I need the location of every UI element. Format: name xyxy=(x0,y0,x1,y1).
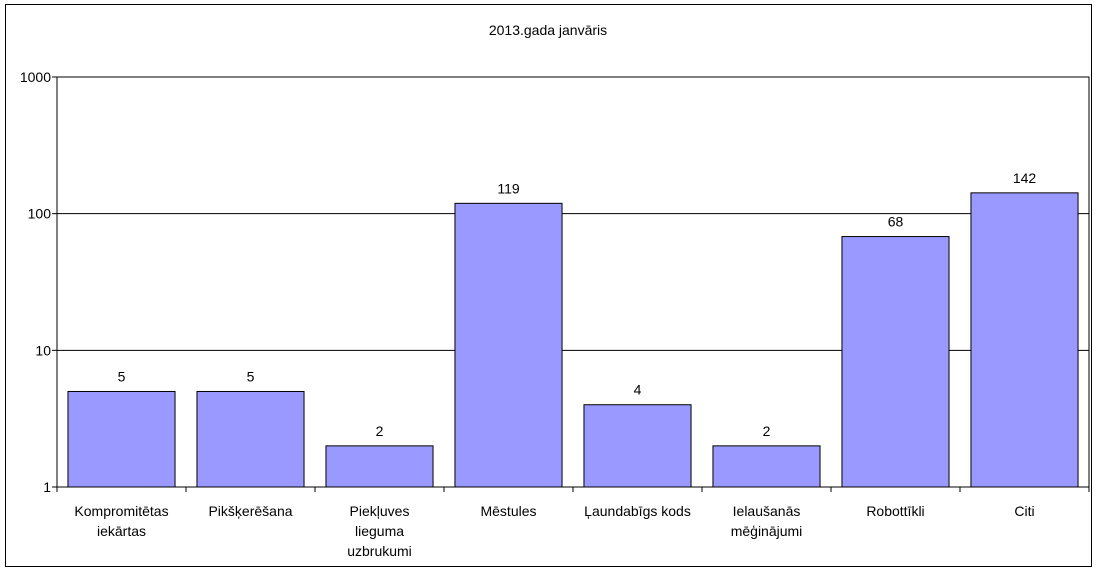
x-tick-label-line: Mēstules xyxy=(480,503,536,519)
data-label: 119 xyxy=(497,180,520,196)
x-tick-label: Mēstules xyxy=(480,503,536,519)
data-label: 142 xyxy=(1013,170,1037,186)
x-tick-label: Ļaundabīgs kods xyxy=(584,503,691,519)
x-tick-label: Citi xyxy=(1014,503,1034,519)
data-label: 2 xyxy=(376,423,384,439)
bar xyxy=(712,445,821,488)
bar xyxy=(67,390,176,488)
bar xyxy=(841,236,950,488)
x-tick-label-line: lieguma xyxy=(355,523,404,539)
chart-title: 2013.gada janvāris xyxy=(489,22,607,38)
x-tick-label-line: Pikšķerēšana xyxy=(208,503,292,519)
x-axis: Kompromitētas iekārtas Pikšķerēšana Piekļuv… xyxy=(56,487,1090,559)
y-tick-label: 10 xyxy=(35,342,51,358)
x-tick-label: Ielaušanās mēģinājumi xyxy=(731,503,803,539)
bar xyxy=(454,202,563,488)
data-label: 5 xyxy=(118,368,126,384)
x-tick-label: Kompromitētas iekārtas xyxy=(74,503,168,539)
bar xyxy=(196,390,305,488)
y-tick-label: 1000 xyxy=(20,69,51,85)
data-label: 4 xyxy=(634,382,642,398)
x-tick-label-line: Robottīkli xyxy=(866,503,924,519)
y-axis: 1 10 100 1000 xyxy=(20,69,58,495)
x-tick-label-line: Ielaušanās xyxy=(733,503,801,519)
x-tick-label-line: iekārtas xyxy=(97,523,146,539)
bars: 5 5 2 119 4 2 68 142 xyxy=(67,170,1079,488)
data-label: 2 xyxy=(763,423,771,439)
bar xyxy=(583,404,692,488)
x-tick-label-line: uzbrukumi xyxy=(347,543,412,559)
x-tick-label: Pikšķerēšana xyxy=(208,503,292,519)
x-tick-label-line: mēģinājumi xyxy=(731,523,803,539)
data-label: 5 xyxy=(247,368,255,384)
x-tick-label: Robottīkli xyxy=(866,503,924,519)
bar xyxy=(325,445,434,488)
x-tick-label-line: Kompromitētas xyxy=(74,503,168,519)
y-tick-label: 1 xyxy=(43,479,51,495)
x-tick-label-line: Ļaundabīgs kods xyxy=(584,503,691,519)
x-tick-label-line: Piekļuves xyxy=(350,503,410,519)
x-tick-label-line: Citi xyxy=(1014,503,1034,519)
data-label: 68 xyxy=(888,214,904,230)
y-tick-label: 100 xyxy=(28,206,52,222)
x-tick-label: Piekļuves lieguma uzbrukumi xyxy=(347,503,412,559)
bar xyxy=(970,192,1079,488)
